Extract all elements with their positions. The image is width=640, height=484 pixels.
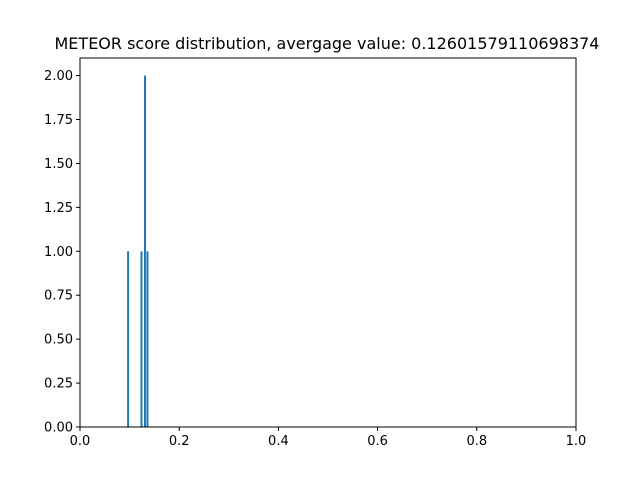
y-tick-label: 1.25 bbox=[44, 201, 73, 216]
y-tick-label: 0.00 bbox=[44, 421, 73, 436]
plot-frame bbox=[79, 57, 577, 428]
x-tick-label: 0.4 bbox=[268, 434, 289, 449]
y-tick-label: 1.75 bbox=[44, 113, 73, 128]
y-tick-label: 2.00 bbox=[44, 69, 73, 84]
x-tick-label: 0.0 bbox=[70, 434, 91, 449]
x-axis: 0.0 0.2 0.4 0.6 0.8 1.0 bbox=[70, 427, 587, 449]
histogram-bar bbox=[146, 251, 149, 427]
histogram-bar bbox=[127, 251, 130, 427]
histogram-bar bbox=[140, 251, 143, 427]
y-tick-label: 0.75 bbox=[44, 289, 73, 304]
x-tick-label: 0.2 bbox=[169, 434, 190, 449]
y-tick-label: 0.25 bbox=[44, 377, 73, 392]
y-axis: 0.00 0.25 0.50 0.75 1.00 1.25 1.50 1.75 2.00 bbox=[44, 69, 80, 436]
x-tick-label: 1.0 bbox=[566, 434, 587, 449]
y-tick-label: 1.00 bbox=[44, 245, 73, 260]
x-tick-label: 0.6 bbox=[367, 434, 388, 449]
chart-title: METEOR score distribution, avergage valu… bbox=[55, 34, 600, 53]
bars-group bbox=[127, 75, 149, 428]
histogram-bar bbox=[143, 75, 146, 428]
y-tick-label: 0.50 bbox=[44, 333, 73, 348]
y-tick-label: 1.50 bbox=[44, 157, 73, 172]
x-tick-label: 0.8 bbox=[466, 434, 487, 449]
